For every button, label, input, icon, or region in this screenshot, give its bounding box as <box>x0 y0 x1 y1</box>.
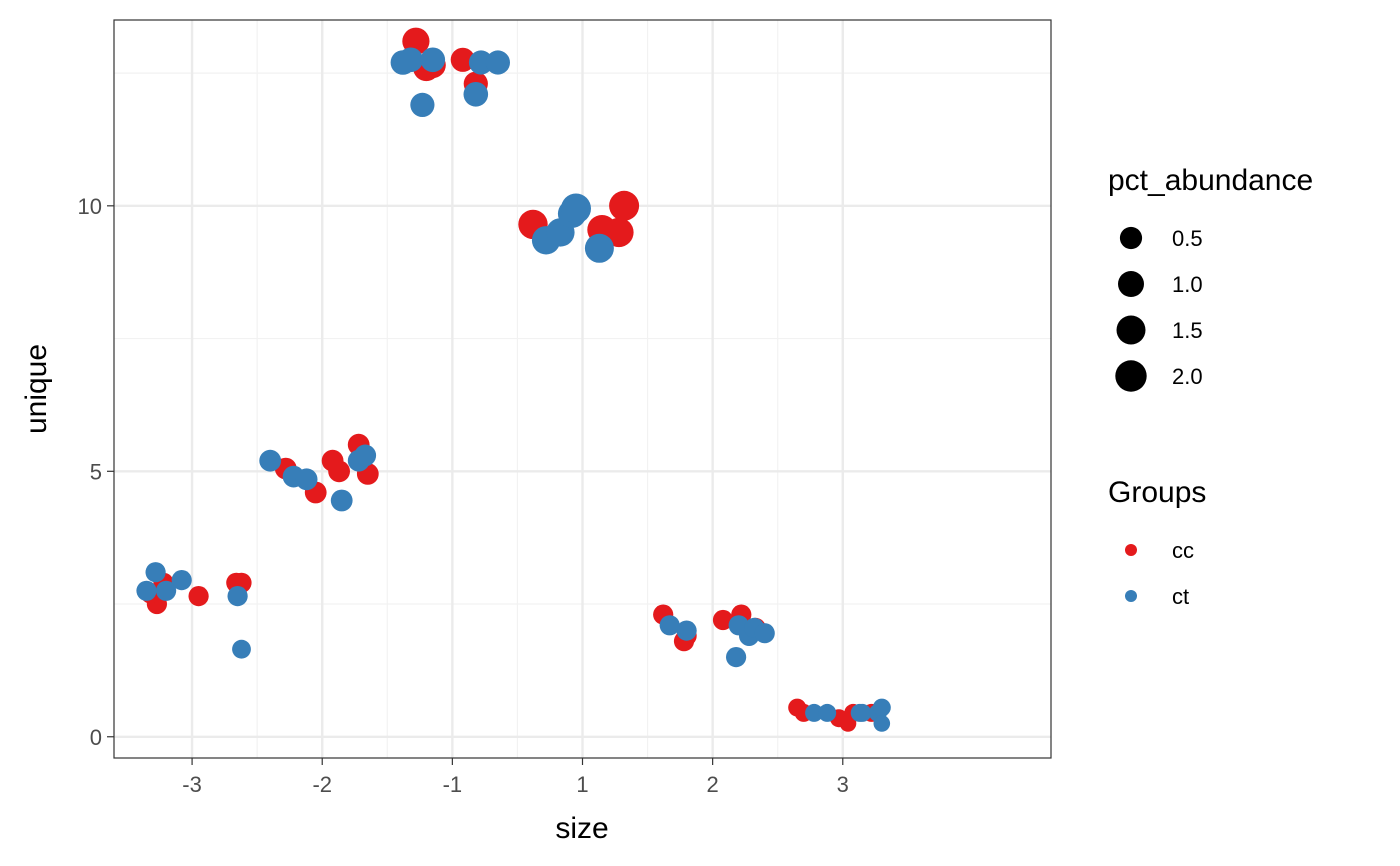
point-ct <box>468 50 494 75</box>
points-layer <box>136 27 891 732</box>
y-tick-label: 10 <box>78 194 102 219</box>
point-cc <box>450 47 475 72</box>
grid-layer <box>114 20 1051 758</box>
size-legend-key <box>1119 226 1143 250</box>
size-legend-label: 0.5 <box>1172 226 1203 251</box>
point-ct <box>156 580 177 601</box>
point-ct <box>420 47 446 73</box>
point-ct <box>145 562 166 583</box>
y-axis-title: unique <box>20 344 53 434</box>
color-legend-label: ct <box>1172 584 1189 609</box>
point-ct <box>410 92 435 117</box>
point-ct <box>398 47 424 73</box>
point-ct <box>873 715 891 732</box>
size-legend-label: 1.5 <box>1172 318 1203 343</box>
color-legend-label: cc <box>1172 538 1194 563</box>
y-tick-label: 0 <box>90 725 102 750</box>
color-legend: Groups cc ct <box>1108 476 1206 609</box>
point-ct <box>805 703 824 722</box>
size-legend-key <box>1116 315 1146 345</box>
point-ct <box>232 639 251 659</box>
size-legend-key <box>1115 360 1147 392</box>
size-legend: pct_abundance 0.5 1.0 1.5 2.0 <box>1108 164 1313 392</box>
size-legend-title: pct_abundance <box>1108 164 1313 197</box>
y-tick-label: 5 <box>90 459 102 484</box>
point-ct <box>485 50 510 75</box>
point-ct <box>659 615 680 636</box>
point-cc <box>328 460 350 483</box>
point-ct <box>136 580 157 601</box>
point-ct <box>754 623 775 644</box>
x-tick-label: -1 <box>443 772 463 797</box>
point-ct <box>561 193 591 224</box>
point-cc <box>604 217 634 248</box>
point-ct <box>330 489 353 512</box>
x-axis-title: size <box>555 812 608 845</box>
point-cc <box>609 190 640 221</box>
x-tick-label: -3 <box>182 772 202 797</box>
x-tick-label: -2 <box>312 772 332 797</box>
size-legend-key <box>1118 271 1144 297</box>
x-tick-label: 3 <box>837 772 849 797</box>
color-legend-title: Groups <box>1108 476 1206 509</box>
color-legend-key-cc <box>1125 544 1137 556</box>
point-cc <box>712 609 734 631</box>
point-ct <box>676 620 697 641</box>
point-cc <box>188 586 209 607</box>
point-ct <box>295 468 318 491</box>
color-legend-key-ct <box>1125 590 1137 602</box>
point-ct <box>259 449 282 472</box>
x-tick-label: 1 <box>576 772 588 797</box>
point-ct <box>584 233 614 263</box>
point-ct <box>872 698 891 717</box>
x-tick-label: 2 <box>707 772 719 797</box>
point-ct <box>818 703 837 722</box>
point-ct <box>354 444 377 467</box>
point-ct <box>463 82 489 107</box>
point-ct <box>171 570 192 591</box>
size-legend-label: 1.0 <box>1172 272 1203 297</box>
axis-layer: -3 -2 -1 1 2 3 0 5 10 <box>78 194 849 797</box>
point-ct <box>227 586 248 607</box>
point-ct <box>726 647 747 668</box>
size-legend-label: 2.0 <box>1172 364 1203 389</box>
point-ct <box>853 703 872 722</box>
